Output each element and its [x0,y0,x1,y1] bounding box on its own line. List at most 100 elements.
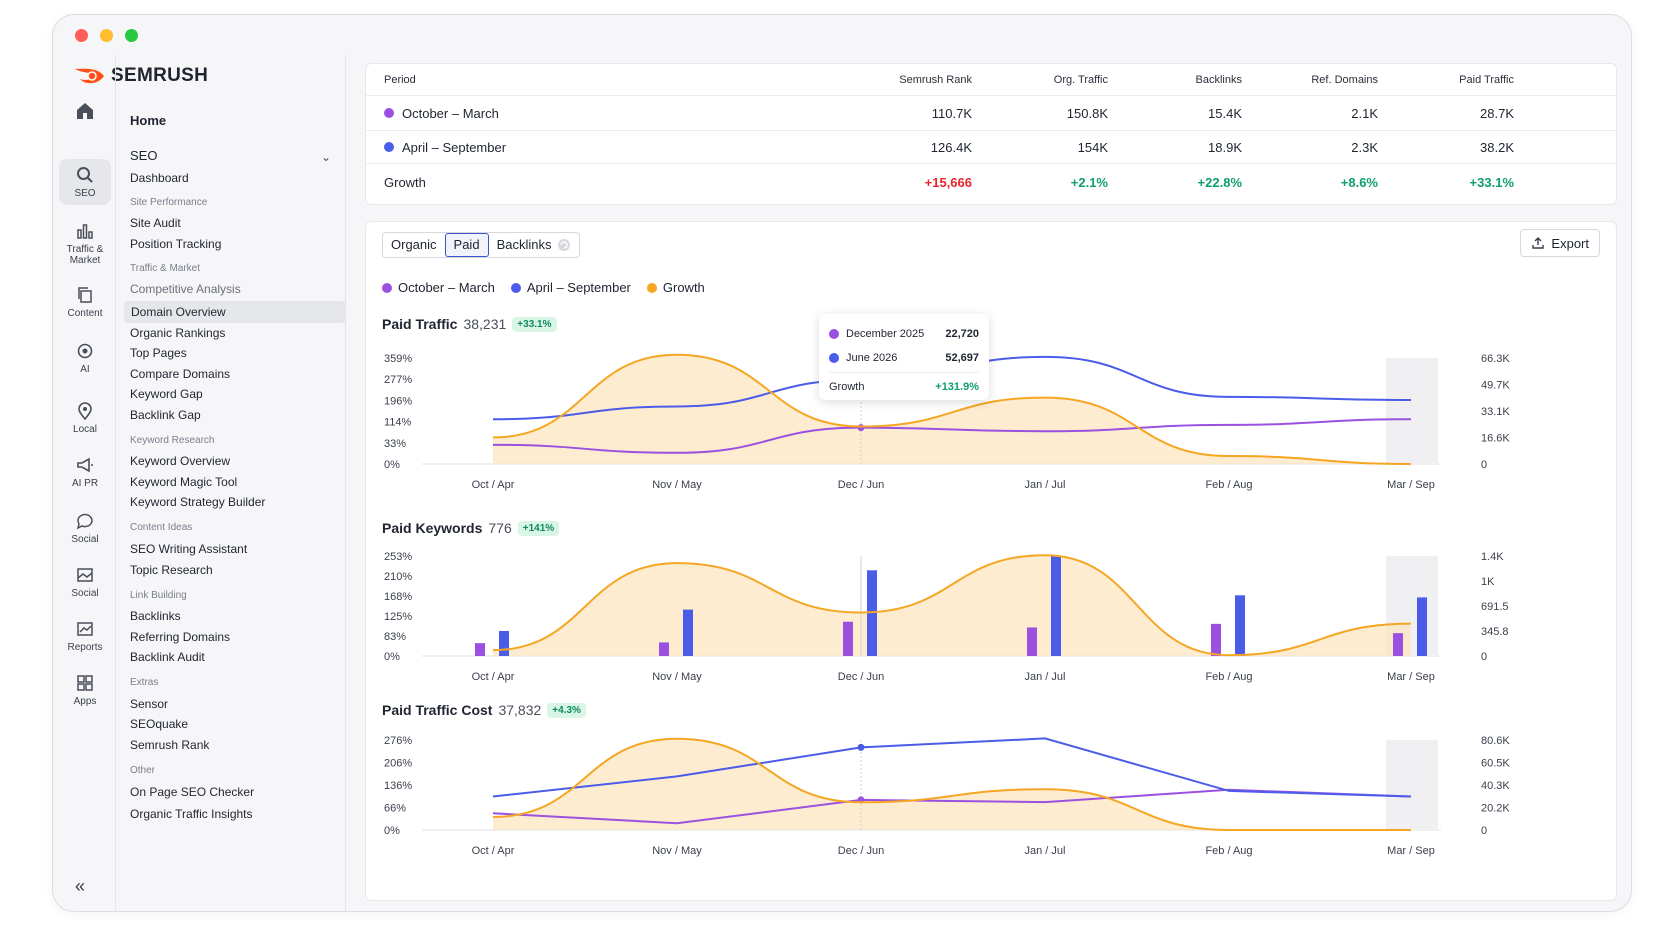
export-button[interactable]: Export [1520,229,1600,257]
nav-backlinks[interactable]: Backlinks [130,609,181,623]
semrush-logo[interactable]: SEMRUSH [73,65,208,87]
line-growth[interactable] [492,353,1412,465]
nav-section-link-building: Link Building [130,590,187,601]
nav-seo-writing-assistant[interactable]: SEO Writing Assistant [130,542,248,556]
bar-april-september[interactable] [499,631,509,656]
y-tick-left: 277% [384,374,412,386]
bar-october-march[interactable] [659,642,669,656]
nav-seoquake[interactable]: SEOquake [130,717,189,731]
paid-traffic-cost-chart[interactable]: 276% 206% 136% 66% 0% 80.6K 60.5K 40.3K 20.2K 0 Oc… [366,724,1618,874]
bar-october-march[interactable] [475,643,485,656]
rail-seo[interactable]: SEO [59,159,111,205]
header-backlinks: Backlinks [1195,73,1242,86]
rail-traffic-market[interactable]: Traffic & Market [59,221,111,266]
rail-local[interactable]: Local [59,401,111,435]
y-tick-right: 20.2K [1481,803,1510,815]
rail-social-images[interactable]: Social [59,565,111,599]
bar-october-march[interactable] [1211,623,1221,656]
nav-position-tracking[interactable]: Position Tracking [130,237,222,251]
bar-april-september[interactable] [1235,595,1245,656]
y-tick-left: 66% [384,803,406,815]
x-tick: Feb / Aug [1205,671,1252,683]
nav-top-pages[interactable]: Top Pages [130,346,187,360]
nav-seo[interactable]: SEO [130,148,158,163]
bar-april-september[interactable] [1417,597,1427,656]
nav-home[interactable]: Home [130,113,167,128]
point-april-september[interactable] [857,743,865,751]
hover-band [1386,358,1438,464]
bar-october-march[interactable] [1393,633,1403,656]
nav-semrush-rank[interactable]: Semrush Rank [130,738,210,752]
nav-site-audit[interactable]: Site Audit [130,216,181,230]
nav-on-page-seo-checker[interactable]: On Page SEO Checker [130,785,255,799]
paid-traffic-chart[interactable]: 359% 277% 196% 114% 33% 0% 66.3K 49.7K 33.1K 16.6… [366,340,1618,500]
rail-ai[interactable]: AI [59,341,111,375]
nav-keyword-gap[interactable]: Keyword Gap [130,387,203,401]
paid-keywords-chart[interactable]: 253% 210% 168% 125% 83% 0% 1.4K 1K 691.5 345.8 0 Oc… [366,540,1618,690]
nav-sensor[interactable]: Sensor [130,697,169,711]
x-tick: Oct / Apr [472,479,515,491]
close-window-button[interactable] [75,28,88,42]
bar-october-march[interactable] [1027,627,1037,656]
rail-ai-pr[interactable]: AI PR [59,455,111,489]
nav-organic-traffic-insights[interactable]: Organic Traffic Insights [130,807,253,821]
rail-apps[interactable]: Apps [59,673,111,707]
collapse-sidebar-icon[interactable]: « [75,876,86,896]
y-tick-left: 210% [384,571,412,583]
nav-backlink-audit[interactable]: Backlink Audit [130,650,205,664]
y-tick-right: 1.4K [1481,551,1504,563]
nav-compare-domains[interactable]: Compare Domains [130,367,231,381]
refresh-icon [558,239,571,251]
nav-dashboard[interactable]: Dashboard [130,171,189,185]
x-tick: Dec / Jun [838,671,884,683]
nav-competitive-analysis[interactable]: Competitive Analysis [130,282,241,296]
tab-backlinks[interactable]: Backlinks [489,233,580,257]
point-october-march[interactable] [857,424,865,432]
x-tick: Nov / May [652,845,702,857]
line-growth[interactable] [492,737,1411,831]
x-tick: Oct / Apr [472,671,515,683]
y-tick-right: 0 [1481,825,1487,837]
line-april-september[interactable] [492,737,1412,798]
x-tick: Feb / Aug [1205,479,1252,491]
nav-backlink-gap[interactable]: Backlink Gap [130,408,201,422]
nav-keyword-magic-tool[interactable]: Keyword Magic Tool [130,475,238,489]
tab-organic[interactable]: Organic [391,237,437,252]
line-october-march[interactable] [492,418,1412,454]
nav-keyword-strategy-builder[interactable]: Keyword Strategy Builder [130,495,266,509]
legend-item[interactable]: April – September [510,280,631,295]
x-tick: Nov / May [652,479,702,491]
rail-reports[interactable]: Reports [59,619,111,653]
y-tick-left: 253% [384,551,412,563]
y-tick-left: 276% [384,735,412,747]
rail-content[interactable]: Content [59,285,111,319]
tab-paid[interactable]: Paid [444,233,489,257]
maximize-window-button[interactable] [125,28,138,42]
nav-referring-domains[interactable]: Referring Domains [130,630,231,644]
chart-title-paid-keywords: Paid Keywords 776 +141% [382,520,560,536]
minimize-window-button[interactable] [100,28,113,42]
growth-area [493,354,1411,464]
legend-item[interactable]: October – March [382,280,495,295]
nav-section-traffic-market: Traffic & Market [130,263,201,274]
rail-home[interactable] [59,101,111,124]
nav-domain-overview[interactable]: Domain Overview [124,301,346,323]
chevron-down-icon[interactable]: ⌄ [320,150,331,164]
bar-october-march[interactable] [843,621,853,656]
bar-april-september[interactable] [683,609,693,656]
nav-organic-rankings[interactable]: Organic Rankings [130,326,226,340]
y-tick-left: 83% [384,631,406,643]
legend-item[interactable]: Growth [646,280,705,295]
chart-title-paid-traffic-cost: Paid Traffic Cost 37,832 +4.3% [382,702,586,718]
header-semrush-rank: Semrush Rank [899,73,972,86]
y-tick-right: 60.5K [1481,758,1510,770]
seo-search-icon [77,167,93,183]
apps-grid-icon [77,675,93,691]
rail-social[interactable]: Social [59,511,111,545]
bar-april-september[interactable] [1051,556,1061,656]
y-tick-right: 66.3K [1481,353,1510,365]
nav-keyword-overview[interactable]: Keyword Overview [130,454,231,468]
header-ref-domains: Ref. Domains [1311,73,1378,86]
line-growth[interactable] [492,554,1412,657]
nav-topic-research[interactable]: Topic Research [130,563,213,577]
